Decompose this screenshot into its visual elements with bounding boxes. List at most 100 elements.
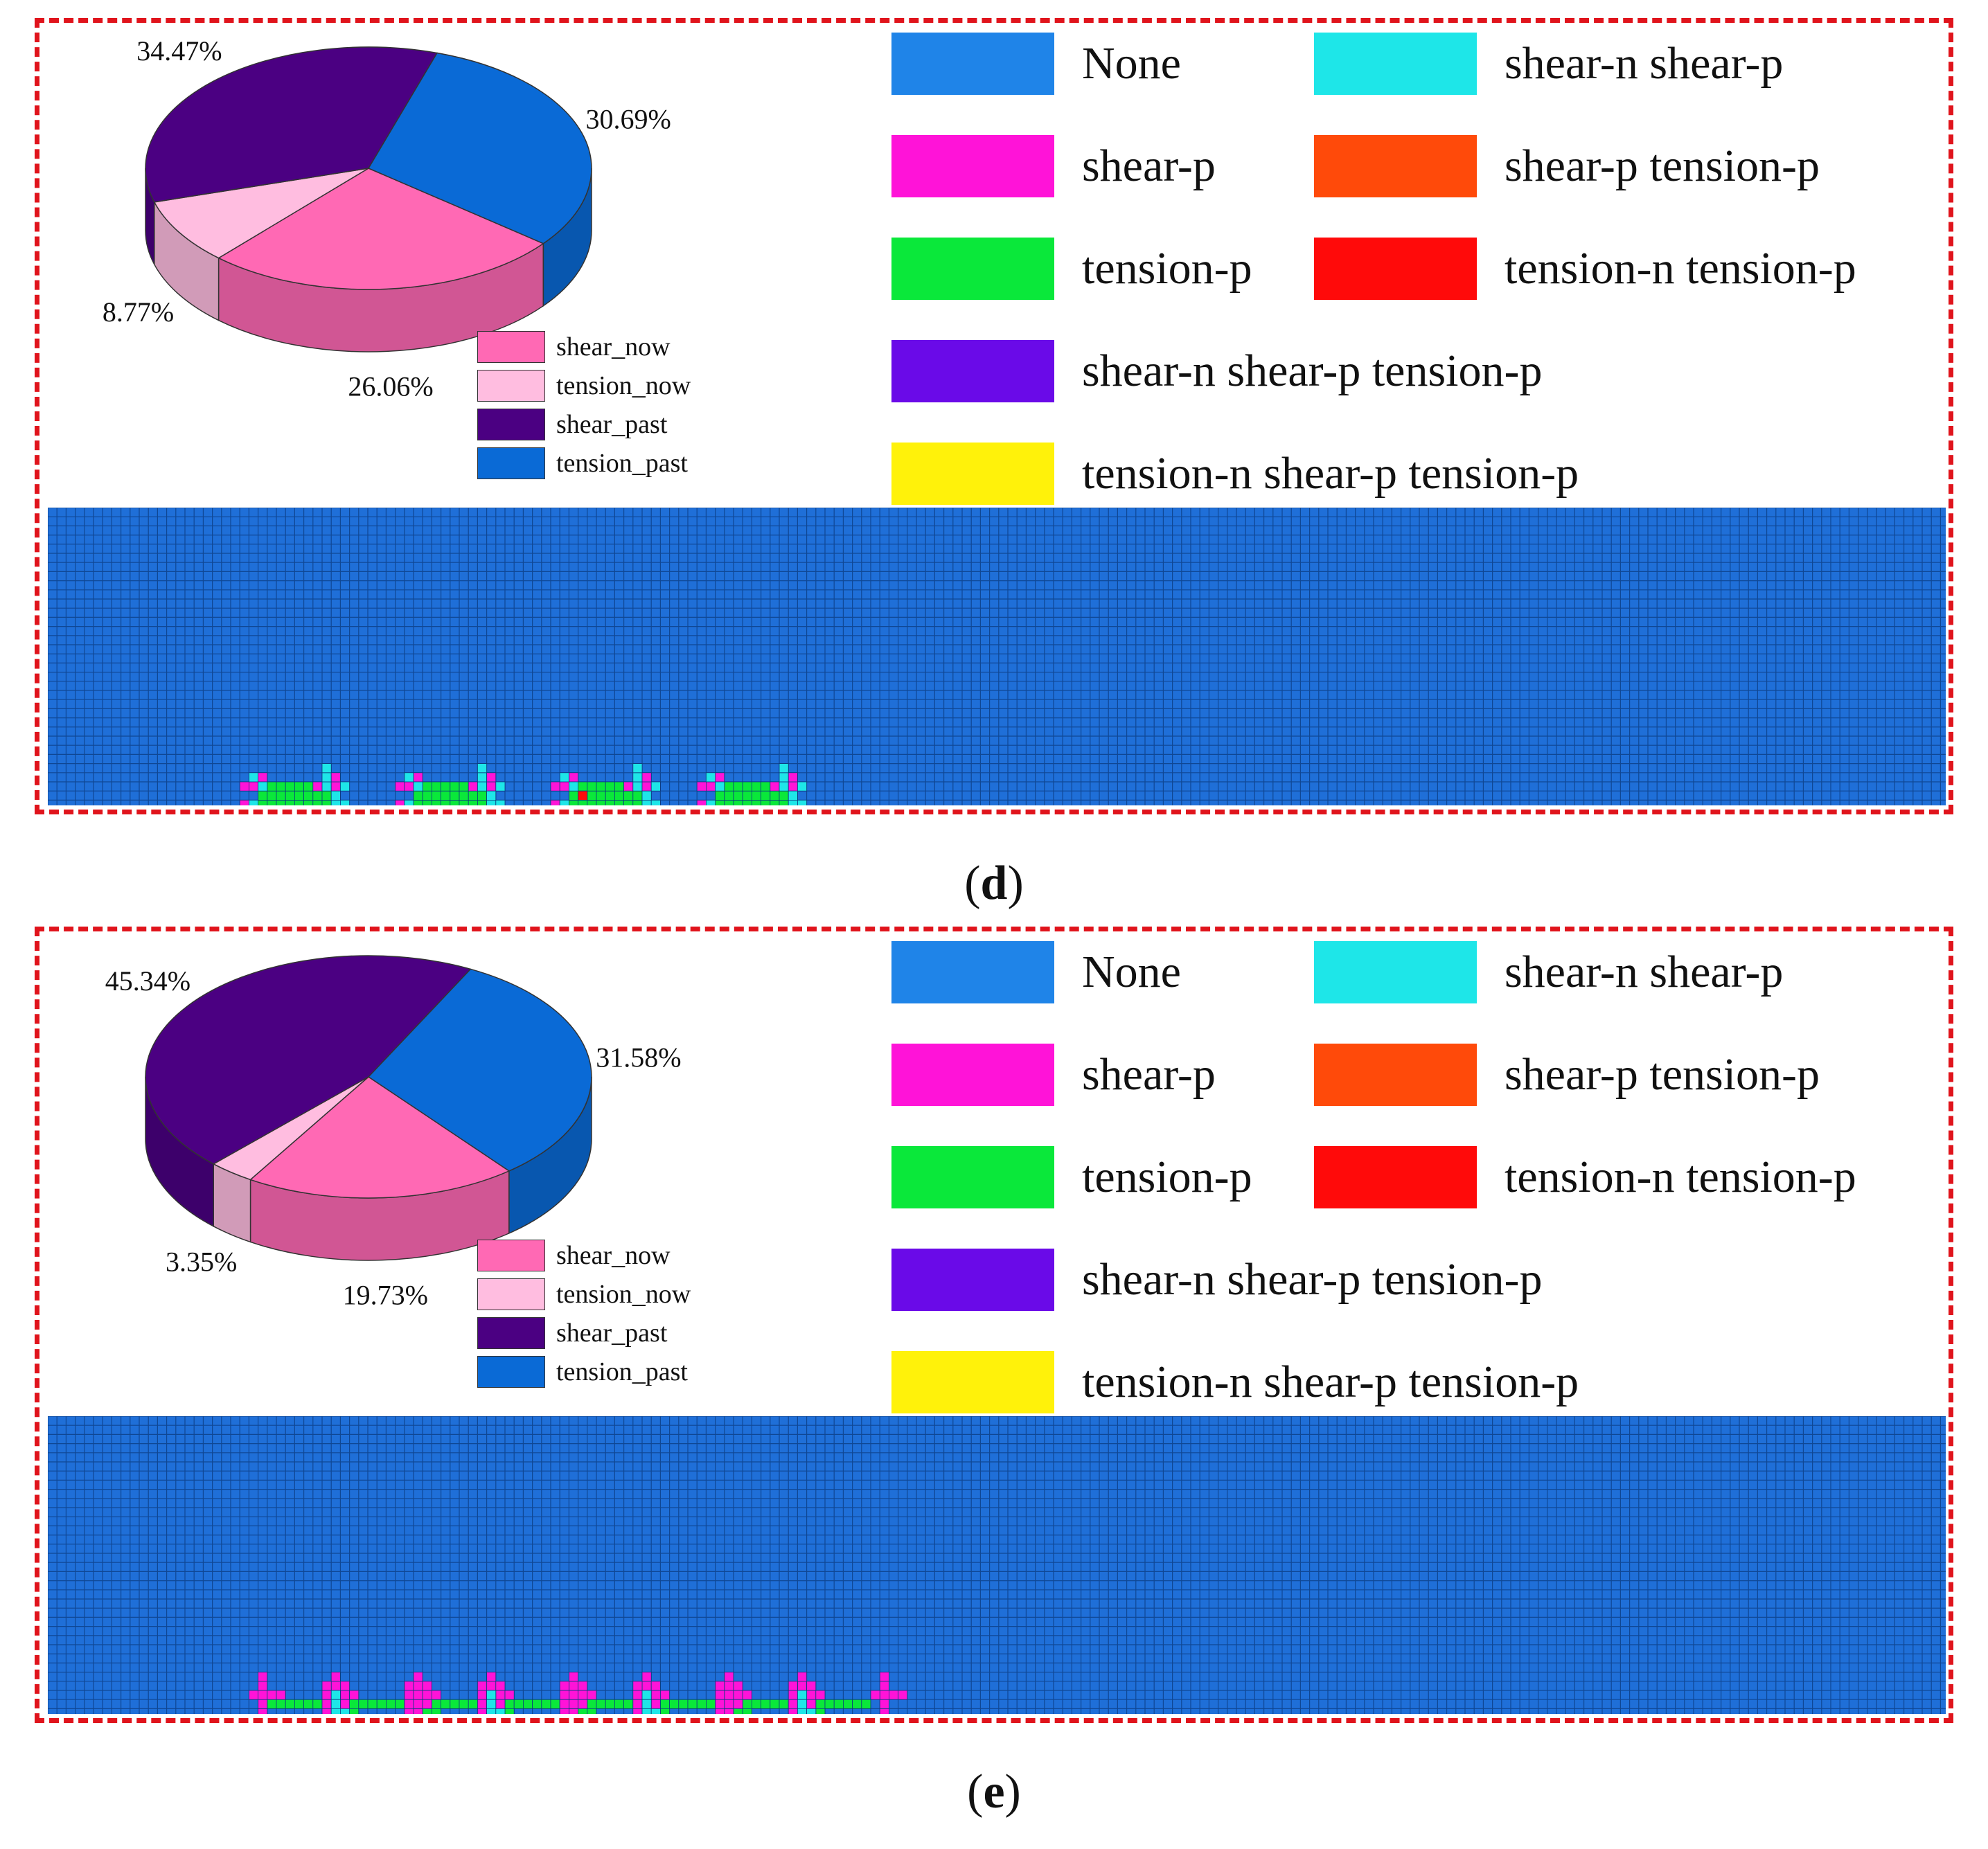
mesh-cell [495,1699,506,1709]
mesh-cell [861,1699,871,1709]
mesh-cell [450,790,460,801]
mesh-cell [596,799,606,805]
mesh-cell [788,799,798,805]
mesh-cell [532,1699,542,1709]
pie-legend-swatch [477,1356,545,1388]
mesh-plot-e [48,1416,1946,1714]
mesh-cell [578,1708,588,1714]
mesh-cell [513,1699,524,1709]
mesh-cell [422,799,432,805]
mesh-cell [669,1699,680,1709]
mesh-cell [450,1699,460,1709]
mesh-cell [742,1708,752,1714]
pie-label-tension_past: 30.69% [586,103,671,134]
mesh-cell [450,781,460,792]
mesh-cell [641,1699,652,1709]
state-legend-d: None shear-n shear-p shear-p shear-p tensio… [891,33,1931,510]
state-legend-swatch [1314,33,1477,95]
mesh-cell [321,790,332,801]
mesh-cell [696,799,707,805]
state-legend-label: tension-n shear-p tension-p [1082,448,1579,499]
mesh-cell [650,799,661,805]
mesh-cell [641,799,652,805]
pie-label-tension_now: 8.77% [103,296,174,328]
mesh-cell [339,781,350,792]
pie-slice-tension_past [367,52,592,244]
state-legend-item: tension-n tension-p [1314,238,1856,300]
mesh-cell [569,781,579,792]
mesh-cell [797,1699,808,1709]
mesh-cell [678,1699,689,1709]
mesh-cell [733,790,743,801]
mesh-cell [898,1690,908,1700]
mesh-cell [504,1699,515,1709]
mesh-cell [477,799,488,805]
mesh-cell [267,1699,277,1709]
state-legend-item: shear-p [891,135,1216,197]
mesh-cell [276,790,286,801]
pie-chart-e: 19.73% 3.35% 45.34% 31.58% [105,955,682,1311]
mesh-cell [395,799,405,805]
mesh-cell [623,799,634,805]
mesh-cell [349,1708,360,1714]
mesh-cell [797,781,808,792]
mesh-cell [569,1708,579,1714]
mesh-cell [788,781,798,792]
mesh-cell [422,781,432,792]
pie-legend-label: tension_now [556,371,691,400]
mesh-cell [779,772,789,783]
mesh-cell [330,1699,341,1709]
mesh-cell [815,1690,826,1700]
panel-label-d: (d) [964,857,1024,910]
mesh-cell [733,1699,743,1709]
state-legend-swatch [1314,135,1477,197]
mesh-cell [468,799,478,805]
mesh-cell [614,1699,625,1709]
mesh-cell [413,1699,423,1709]
mesh-cell [761,790,771,801]
mesh-cell [715,1690,725,1700]
mesh-cell [495,799,506,805]
mesh-cell [770,790,780,801]
state-legend-item: shear-n shear-p tension-p [891,1249,1542,1311]
state-legend-item: shear-n shear-p [1314,33,1783,95]
mesh-cell [632,1699,643,1709]
mesh-cell [276,1699,286,1709]
mesh-cell [486,1681,497,1691]
mesh-cell [276,799,286,805]
mesh-cell [258,1672,268,1682]
mesh-cell [742,1699,752,1709]
mesh-cell [650,1690,661,1700]
pie-legend-item-shear_past: shear_past [477,405,691,444]
mesh-cell [303,1699,314,1709]
state-legend-item: tension-p [891,238,1252,300]
mesh-cell [724,1672,734,1682]
mesh-cell [696,1699,707,1709]
mesh-cell [641,772,652,783]
pie-label-tension_now: 3.35% [166,1246,237,1277]
state-legend-item: None [891,941,1181,1003]
mesh-cell [468,790,478,801]
mesh-cell [267,790,277,801]
mesh-cell [605,781,615,792]
mesh-cell [312,781,323,792]
panel-d: 26.06% 8.77% 34.47% 30.69% shear_now tension… [35,18,1953,814]
mesh-cell [450,799,460,805]
pie-legend-swatch [477,1278,545,1310]
mesh-cell [432,790,442,801]
mesh-cell [495,1681,506,1691]
mesh-cell [395,781,405,792]
mesh-cell [632,781,643,792]
mesh-cell [258,1690,268,1700]
mesh-cell [413,772,423,783]
mesh-cell [660,1699,671,1709]
mesh-cell [523,1699,533,1709]
mesh-cell [696,781,707,792]
pie-label-shear_past: 45.34% [105,965,190,997]
mesh-cell [587,1690,597,1700]
mesh-cell [550,1699,560,1709]
mesh-cell [413,1672,423,1682]
mesh-cell [706,1699,716,1709]
mesh-cell [404,1681,414,1691]
panel-e: 19.73% 3.35% 45.34% 31.58% shear_now tension… [35,927,1953,1723]
